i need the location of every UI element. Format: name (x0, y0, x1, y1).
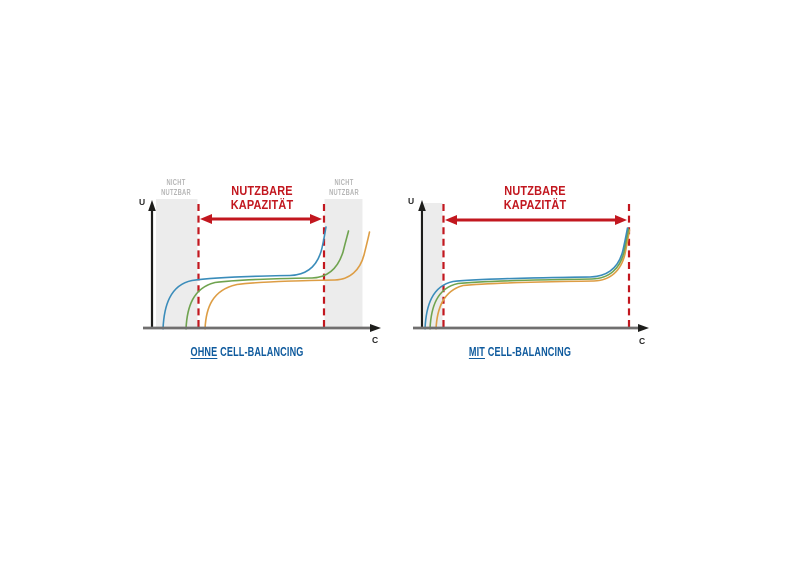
usable-capacity-line1: NUTZBARE (231, 183, 293, 198)
left-y-axis-label: U (139, 197, 146, 207)
right-cell-curve-green (429, 228, 630, 330)
left-caption-keyword: OHNE (190, 344, 218, 359)
left-x-axis-label: C (372, 335, 379, 345)
right-caption-keyword: MIT (468, 344, 485, 359)
right-usable-capacity-label: NUTZBARE KAPAZITÄT (476, 184, 594, 211)
right-chart-caption: MIT CELL-BALANCING (429, 344, 611, 359)
not-usable-line2: NUTZBAR (161, 187, 191, 197)
left-chart-caption: OHNE CELL-BALANCING (156, 344, 338, 359)
right-usable-capacity-arrowhead-right (615, 215, 627, 225)
right-usable-capacity-arrowhead-left (445, 215, 457, 225)
left-chart-not-usable-region-left (156, 199, 198, 327)
left-cell-curve-blue (162, 226, 327, 330)
not-usable-line1: NICHT (166, 178, 186, 187)
left-usable-capacity-arrowhead-right (310, 214, 322, 224)
left-not-usable-label-right: NICHT NUTZBAR (319, 178, 369, 197)
right-y-axis-arrowhead (418, 200, 426, 211)
left-caption-rest: CELL-BALANCING (220, 344, 304, 359)
usable-capacity-line1: NUTZBARE (504, 183, 566, 198)
right-y-axis-label: U (408, 196, 415, 206)
left-usable-capacity-label: NUTZBARE KAPAZITÄT (203, 184, 321, 211)
right-chart-plot (413, 200, 649, 332)
not-usable-line1: NICHT (334, 178, 354, 187)
left-y-axis-arrowhead (148, 200, 156, 211)
right-x-axis-arrowhead (638, 324, 649, 332)
left-not-usable-label-left: NICHT NUTZBAR (151, 178, 201, 197)
right-chart-not-usable-region (424, 203, 443, 327)
usable-capacity-line2: KAPAZITÄT (230, 196, 294, 212)
right-caption-rest: CELL-BALANCING (487, 344, 572, 359)
left-cell-curve-green (185, 230, 350, 330)
right-cell-curve-blue (424, 227, 629, 330)
left-chart-plot (143, 199, 381, 332)
right-cell-curve-orange (435, 229, 631, 330)
usable-capacity-line2: KAPAZITÄT (503, 196, 567, 212)
left-x-axis-arrowhead (370, 324, 381, 332)
not-usable-line2: NUTZBAR (329, 187, 359, 197)
left-chart-not-usable-region-right (324, 199, 363, 327)
left-usable-capacity-arrowhead-left (200, 214, 212, 224)
right-x-axis-label: C (639, 336, 646, 346)
left-cell-curve-orange (204, 231, 371, 330)
